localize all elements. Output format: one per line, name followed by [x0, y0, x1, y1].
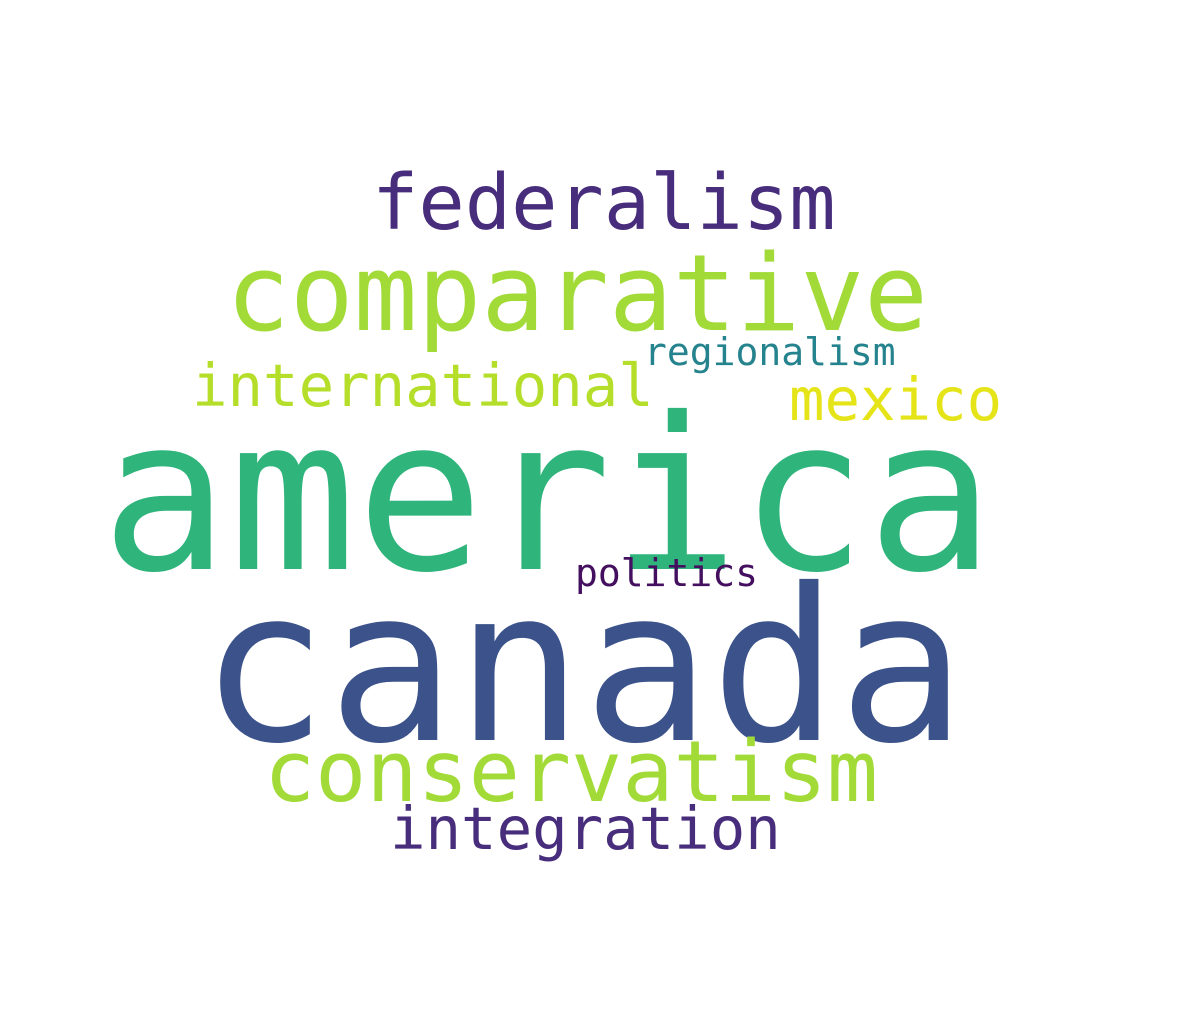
word-comparative: comparative: [226, 232, 928, 355]
word-mexico: mexico: [789, 365, 1003, 434]
word-canada: canada: [200, 543, 966, 790]
word-integration: integration: [390, 794, 781, 863]
word-international: international: [192, 351, 654, 420]
word-america: america: [101, 372, 995, 619]
word-politics: politics: [575, 551, 759, 595]
word-conservatism: conservatism: [264, 723, 879, 822]
word-regionalism: regionalism: [644, 330, 896, 374]
word-federalism: federalism: [372, 159, 836, 248]
